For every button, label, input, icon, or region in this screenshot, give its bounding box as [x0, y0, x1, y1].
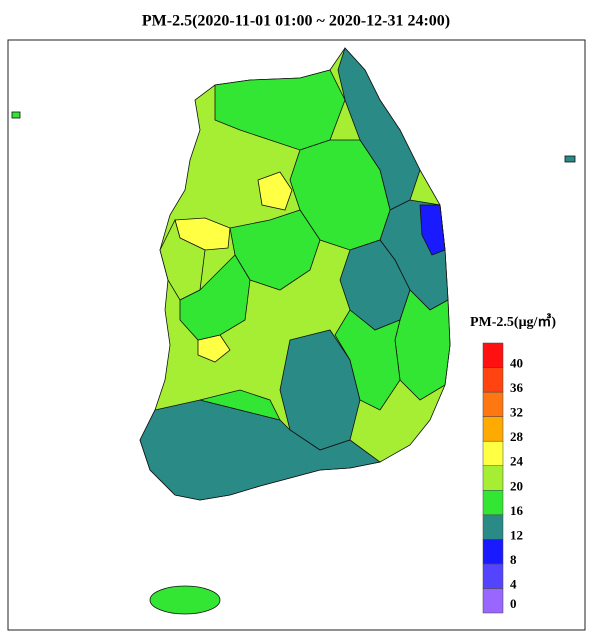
legend-tick-label: 32	[510, 405, 523, 420]
legend-tick-label: 24	[510, 454, 524, 469]
legend-tick-label: 40	[510, 356, 523, 371]
legend-tick-label: 16	[510, 503, 524, 518]
legend-tick-label: 28	[510, 429, 524, 444]
map-frame	[7, 39, 586, 631]
legend-tick-label: 0	[510, 596, 517, 611]
legend-swatch	[482, 416, 504, 442]
legend-tick-label: 12	[510, 527, 523, 542]
legend-swatch	[482, 539, 504, 565]
legend-swatch	[482, 588, 504, 614]
legend-swatch	[482, 367, 504, 393]
legend-tick-label: 20	[510, 478, 523, 493]
map-title: PM-2.5(2020-11-01 01:00 ~ 2020-12-31 24:…	[142, 13, 450, 30]
korea-map	[11, 47, 576, 615]
legend-tick-label: 8	[510, 552, 517, 567]
legend-swatch	[482, 391, 504, 417]
legend-swatch	[482, 563, 504, 589]
legend-swatch	[482, 440, 504, 466]
legend-tick-label: 36	[510, 380, 524, 395]
legend-tick-label: 4	[510, 576, 517, 591]
legend-swatch	[482, 514, 504, 540]
legend: PM-2.5(μg/㎥) 0 4 8 12 16 20 24 28 32 36 40	[470, 313, 556, 614]
legend-swatch	[482, 490, 504, 516]
legend-swatch	[482, 465, 504, 491]
legend-swatch	[482, 342, 504, 368]
legend-title: PM-2.5(μg/㎥)	[470, 313, 556, 330]
